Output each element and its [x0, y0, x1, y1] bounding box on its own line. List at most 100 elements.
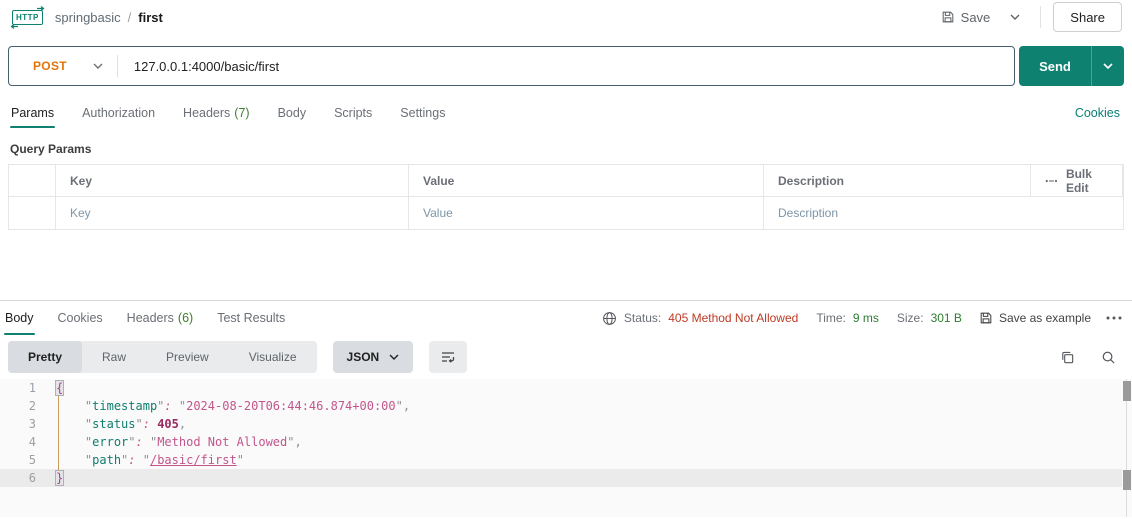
save-button[interactable]: Save [935, 6, 997, 29]
tab-params[interactable]: Params [10, 98, 56, 128]
body-actions [1060, 350, 1124, 365]
code-line: 2 "timestamp": "2024-08-20T06:44:46.874+… [0, 397, 1132, 415]
path-link[interactable]: /basic/first [149, 453, 237, 467]
response-body-editor[interactable]: 1{2 "timestamp": "2024-08-20T06:44:46.87… [0, 379, 1132, 517]
tab-test-results[interactable]: Test Results [216, 301, 286, 335]
tab-response-cookies[interactable]: Cookies [57, 301, 104, 335]
view-preview-button[interactable]: Preview [146, 341, 229, 373]
send-button-group: Send [1019, 46, 1124, 86]
code-token: Method Not Allowed [157, 435, 288, 449]
search-icon [1102, 351, 1115, 364]
scrollbar-thumb[interactable] [1123, 381, 1131, 401]
chevron-down-icon [93, 63, 103, 69]
code-token: : [142, 417, 150, 431]
response-meta: Status: 405 Method Not Allowed Time: 9 m… [602, 311, 1122, 326]
tab-response-body[interactable]: Body [4, 301, 35, 335]
view-mode-switch: Pretty Raw Preview Visualize [8, 341, 317, 373]
tab-label: Headers [183, 106, 231, 120]
response-arrow-icon [10, 23, 18, 29]
ellipsis-icon [1106, 316, 1122, 320]
chevron-down-icon [1103, 63, 1113, 69]
tab-label: Authorization [82, 106, 156, 120]
tab-label: Body [5, 311, 34, 325]
url-input[interactable] [117, 47, 1014, 85]
scrollbar-track[interactable] [1126, 379, 1127, 517]
size-value[interactable]: 301 B [930, 311, 962, 325]
view-raw-button[interactable]: Raw [82, 341, 146, 373]
code-token [172, 399, 179, 413]
query-params-table: Key Value Description Bulk Edit Key Valu… [8, 164, 1124, 230]
param-description-input[interactable]: Description [778, 206, 839, 220]
divider [116, 55, 118, 77]
code-token: : [128, 453, 136, 467]
tab-label: Cookies [57, 311, 103, 325]
share-button[interactable]: Share [1053, 2, 1122, 32]
code-line: 1{ [0, 379, 1132, 397]
code-line-content: { [36, 379, 65, 397]
save-icon [942, 11, 953, 23]
tab-authorization[interactable]: Authorization [81, 98, 156, 128]
method-selector[interactable]: POST [9, 47, 117, 85]
code-token: " [128, 435, 136, 449]
code-token: error [92, 435, 129, 449]
wrap-text-button[interactable] [429, 341, 468, 373]
time-label: Time: [816, 311, 846, 325]
tab-label: Headers [126, 311, 174, 325]
save-icon [980, 312, 992, 324]
bulk-edit-icon [1045, 179, 1058, 182]
code-token: " [287, 435, 295, 449]
time-value[interactable]: 9 ms [852, 311, 879, 325]
request-tabs: Params Authorization Headers (7) Body Sc… [0, 98, 1132, 128]
save-button-label: Save [960, 9, 991, 25]
breadcrumb-separator: / [127, 9, 132, 25]
bulk-edit-button[interactable]: Bulk Edit [1031, 165, 1123, 197]
code-token: " [178, 399, 187, 413]
send-button[interactable]: Send [1019, 46, 1091, 86]
view-visualize-button[interactable]: Visualize [229, 341, 317, 373]
chevron-down-icon [1010, 14, 1020, 20]
tab-response-headers[interactable]: Headers (6) [126, 301, 195, 335]
code-line: 5 "path": "/basic/first" [0, 451, 1132, 469]
tab-body[interactable]: Body [277, 98, 308, 128]
code-token: path [92, 453, 122, 467]
send-options-button[interactable] [1091, 46, 1124, 86]
tab-scripts[interactable]: Scripts [333, 98, 373, 128]
code-token: { [54, 380, 65, 396]
more-options-button[interactable] [1106, 316, 1122, 320]
network-globe-icon[interactable] [602, 311, 617, 326]
code-line-content: "path": "/basic/first" [36, 451, 244, 469]
line-number: 2 [28, 399, 36, 413]
save-options-button[interactable] [1002, 10, 1028, 24]
copy-icon [1062, 351, 1074, 363]
code-token [56, 399, 85, 413]
http-logo-text: HTTP [16, 12, 39, 22]
code-token: 2024-08-20T06:44:46.874+00:00 [186, 399, 396, 413]
breadcrumb: springbasic / first [55, 10, 163, 25]
format-dropdown[interactable]: JSON [332, 341, 414, 373]
line-number: 6 [28, 471, 36, 485]
param-value-input[interactable]: Value [409, 197, 764, 229]
checkbox-column-header [9, 165, 56, 197]
view-pretty-button[interactable]: Pretty [8, 341, 83, 373]
copy-button[interactable] [1060, 350, 1075, 365]
indent-guide [58, 396, 59, 470]
code-line-content: } [36, 469, 65, 487]
search-button[interactable] [1101, 350, 1116, 365]
status-value[interactable]: 405 Method Not Allowed [668, 311, 799, 325]
code-token [56, 453, 85, 467]
save-as-example-button[interactable]: Save as example [979, 311, 1091, 325]
param-key-input[interactable]: Key [56, 197, 409, 229]
code-token: " [84, 417, 93, 431]
breadcrumb-collection[interactable]: springbasic [54, 9, 121, 25]
tab-headers[interactable]: Headers (7) [182, 98, 251, 128]
code-token: " [157, 399, 165, 413]
save-as-example-label: Save as example [998, 311, 1091, 325]
wrap-text-icon [442, 352, 455, 363]
cookies-link[interactable]: Cookies [1075, 98, 1122, 128]
tab-label: Params [11, 106, 55, 120]
tab-settings[interactable]: Settings [399, 98, 446, 128]
line-number: 3 [28, 417, 36, 431]
code-token: : [135, 435, 143, 449]
code-token: " [135, 417, 143, 431]
